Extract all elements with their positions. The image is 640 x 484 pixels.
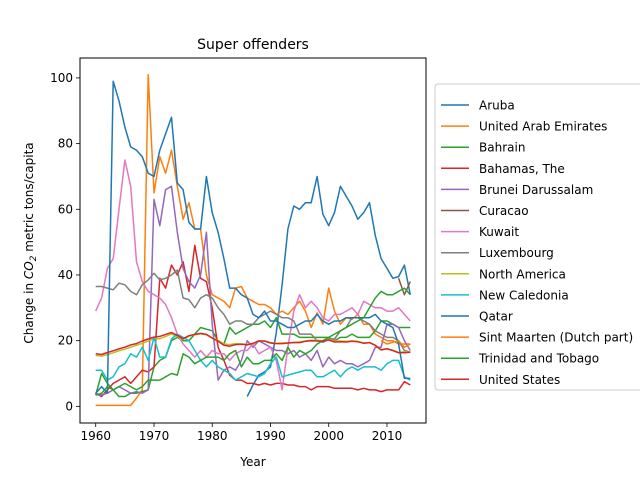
legend-label: Aruba	[479, 99, 515, 113]
y-axis-label-subscript: 2	[29, 255, 39, 261]
y-axis-label: Change in CO2 metric tons/capita	[22, 142, 39, 343]
series-line-qatar	[95, 80, 411, 394]
series-line-brunei-darussalam	[95, 185, 411, 396]
legend-label: Luxembourg	[479, 246, 554, 260]
legend-label: North America	[479, 267, 566, 281]
legend-label: Curacao	[479, 204, 529, 218]
legend-label: Brunei Darussalam	[479, 183, 593, 197]
y-tick-label: 100	[50, 71, 73, 85]
y-tick-label: 40	[58, 268, 73, 282]
y-tick-label: 20	[58, 334, 73, 348]
y-axis-label-suffix: metric tons/capita	[22, 142, 36, 255]
x-tick-label: 1970	[139, 429, 170, 443]
legend-label: Bahrain	[479, 141, 525, 155]
x-tick-label: 1960	[80, 429, 111, 443]
legend-label: Sint Maarten (Dutch part)	[479, 331, 633, 345]
y-axis-label-prefix: Change in	[22, 279, 36, 344]
legend-label: United Arab Emirates	[479, 120, 607, 134]
legend-label: New Caledonia	[479, 288, 569, 302]
x-tick-label: 2010	[372, 429, 403, 443]
y-tick-label: 0	[65, 399, 73, 413]
legend: Aruba United Arab Emirates Bahrain Bahamas,…	[434, 83, 640, 391]
series-line-trinidad-and-tobago	[95, 287, 411, 396]
series-line-sint-maarten-dutch-part	[380, 339, 411, 348]
x-axis-label: Year	[239, 455, 265, 469]
x-tick-label: 1980	[197, 429, 228, 443]
legend-label: Kuwait	[479, 225, 519, 239]
plot-area-frame	[79, 57, 427, 424]
legend-label: Qatar	[479, 310, 513, 324]
series-line-united-states	[95, 331, 411, 356]
legend-label: United States	[479, 373, 560, 387]
series-line-united-arab-emirates	[95, 73, 411, 407]
legend-box	[434, 83, 640, 391]
legend-label: Trinidad and Tobago	[478, 352, 599, 366]
y-tick-label: 80	[58, 137, 73, 151]
series-line-new-caledonia	[95, 333, 411, 381]
legend-label: Bahamas, The	[479, 162, 565, 176]
x-tick-label: 2000	[313, 429, 344, 443]
series-line-curacao	[397, 278, 411, 296]
y-axis-label-base: CO	[22, 261, 36, 279]
x-tick-label: 1990	[255, 429, 286, 443]
chart-title: Super offenders	[197, 37, 309, 53]
y-tick-label: 60	[58, 202, 73, 216]
